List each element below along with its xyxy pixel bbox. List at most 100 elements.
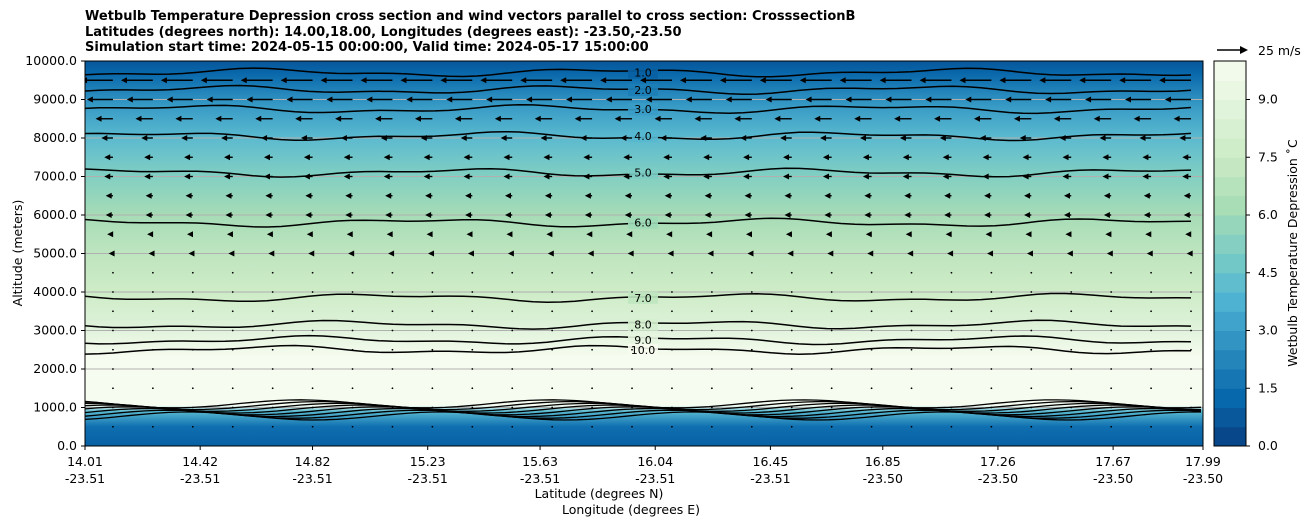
wind-vector-head xyxy=(624,192,631,199)
wind-vector-head xyxy=(746,231,753,238)
wind-vector-head xyxy=(215,115,222,122)
wind-vector xyxy=(671,329,673,332)
wind-vector-head xyxy=(584,192,591,199)
wind-vector xyxy=(311,406,314,409)
colorbar-segment xyxy=(1214,176,1246,197)
wind-vector-head xyxy=(663,154,670,161)
wind-vector xyxy=(950,291,953,293)
x-tick-label-lat: 14.82 xyxy=(295,454,331,469)
wind-vector xyxy=(591,348,593,351)
wind-vector xyxy=(511,406,514,409)
wind-vector-head xyxy=(144,154,151,161)
wind-vector xyxy=(1070,329,1073,332)
wind-vector-head xyxy=(160,77,167,84)
wind-vector xyxy=(511,425,514,428)
wind-vector-head xyxy=(340,135,347,141)
contour-label-bg xyxy=(628,334,658,347)
y-tick-label: 2000.0 xyxy=(33,361,77,376)
wind-vector xyxy=(271,348,274,351)
wind-vector-head xyxy=(268,250,275,257)
wind-vector xyxy=(311,387,314,390)
wind-vector-head xyxy=(864,212,871,218)
wind-vector-head xyxy=(565,96,572,103)
wind-vector-head xyxy=(263,173,270,180)
wind-vector-head xyxy=(465,192,472,199)
wind-vector xyxy=(151,310,154,313)
wind-vector-head xyxy=(759,77,766,84)
wind-vector-head xyxy=(423,154,430,161)
wind-vector-head xyxy=(360,77,367,84)
wind-vector xyxy=(471,291,474,293)
wind-vector-head xyxy=(1024,192,1031,199)
wind-vector xyxy=(790,310,793,313)
wind-vector xyxy=(511,310,514,313)
wind-vector xyxy=(191,368,194,370)
wind-vector xyxy=(710,329,713,332)
wind-vector-head xyxy=(824,212,831,218)
wind-vector-head xyxy=(1024,212,1031,218)
wind-vector-head xyxy=(744,212,751,218)
wind-vector xyxy=(1110,291,1113,293)
contour-label-bg xyxy=(628,83,658,96)
x-tick-label-lat: 17.99 xyxy=(1185,454,1221,469)
wind-vector xyxy=(471,348,474,351)
wind-vector-head xyxy=(614,115,621,122)
wind-vector-head xyxy=(704,192,711,199)
wind-vector xyxy=(1070,348,1073,351)
wind-vector xyxy=(551,271,554,274)
wind-vector xyxy=(631,368,633,370)
y-tick-label: 6000.0 xyxy=(33,207,77,222)
wind-vector xyxy=(671,425,673,428)
wind-vector xyxy=(750,425,753,428)
wind-vector xyxy=(151,329,154,332)
contour-label-6.0: 6.0 xyxy=(634,217,652,230)
wind-vector-head xyxy=(1063,212,1070,218)
wind-vector-head xyxy=(944,192,951,199)
wind-vector xyxy=(950,387,953,390)
wind-vector-head xyxy=(1105,231,1112,238)
wind-vector xyxy=(870,406,873,409)
wind-vector xyxy=(231,310,234,313)
wind-vector xyxy=(112,368,114,370)
wind-vector-head xyxy=(1059,135,1066,141)
wind-vector xyxy=(1030,425,1033,428)
wind-vector-head xyxy=(466,231,473,238)
wind-vector-head xyxy=(101,135,108,141)
wind-vector-head xyxy=(865,231,872,238)
wind-vector xyxy=(1150,425,1152,428)
colorbar-segment xyxy=(1214,272,1246,293)
wind-vector xyxy=(990,310,993,313)
wind-vector-head xyxy=(999,77,1006,84)
wind-vector xyxy=(950,368,953,370)
colorbar-tick-label: 0.0 xyxy=(1258,438,1278,453)
wind-vector xyxy=(271,425,274,428)
wind-vector-head xyxy=(942,173,949,180)
wind-vector xyxy=(391,271,394,274)
wind-vector-head xyxy=(184,173,191,180)
wind-vector-head xyxy=(1146,250,1153,257)
wind-vector xyxy=(1110,387,1113,390)
wind-vector-head xyxy=(822,173,829,180)
wind-vector xyxy=(790,291,793,293)
wind-vector xyxy=(830,329,833,332)
wind-vector xyxy=(551,310,554,313)
wind-vector-head xyxy=(984,192,991,199)
wind-vector xyxy=(710,348,713,351)
x-tick-label-lat: 14.01 xyxy=(67,454,103,469)
wind-vector-head xyxy=(261,135,268,141)
wind-vector-head xyxy=(620,135,627,141)
wind-vector-head xyxy=(185,192,192,199)
wind-vector xyxy=(271,387,274,390)
wind-vector-head xyxy=(1013,115,1020,122)
wind-vector-head xyxy=(1062,154,1069,161)
wind-vector-head xyxy=(400,77,407,84)
wind-vector-head xyxy=(425,192,432,199)
wind-vector xyxy=(551,291,554,293)
colorbar-tick-label: 1.5 xyxy=(1258,380,1278,395)
wind-vector-head xyxy=(375,115,382,122)
wind-vector-head xyxy=(1186,250,1193,257)
wind-vector-head xyxy=(820,135,827,141)
colorbar-segment xyxy=(1214,330,1246,351)
wind-vector xyxy=(471,387,474,390)
